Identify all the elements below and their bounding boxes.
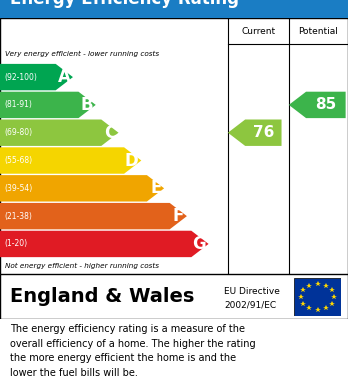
- Text: (39-54): (39-54): [4, 184, 32, 193]
- Text: Not energy efficient - higher running costs: Not energy efficient - higher running co…: [5, 263, 159, 269]
- Text: (21-38): (21-38): [4, 212, 32, 221]
- Text: 2002/91/EC: 2002/91/EC: [224, 301, 277, 310]
- Text: England & Wales: England & Wales: [10, 287, 195, 307]
- Text: D: D: [125, 152, 139, 170]
- Polygon shape: [0, 92, 96, 118]
- Text: (1-20): (1-20): [4, 239, 27, 248]
- Text: F: F: [173, 207, 184, 225]
- Text: 85: 85: [315, 97, 337, 112]
- Text: B: B: [80, 96, 93, 114]
- Text: (55-68): (55-68): [4, 156, 32, 165]
- Polygon shape: [0, 203, 187, 230]
- Text: Very energy efficient - lower running costs: Very energy efficient - lower running co…: [5, 50, 159, 57]
- Text: Current: Current: [241, 27, 276, 36]
- Text: EU Directive: EU Directive: [224, 287, 280, 296]
- Text: (69-80): (69-80): [4, 128, 32, 137]
- Text: (92-100): (92-100): [4, 73, 37, 82]
- Polygon shape: [0, 64, 73, 90]
- Polygon shape: [0, 175, 164, 201]
- Polygon shape: [0, 120, 119, 146]
- Text: G: G: [192, 235, 206, 253]
- Polygon shape: [0, 231, 208, 257]
- Text: Energy Efficiency Rating: Energy Efficiency Rating: [10, 0, 239, 9]
- Polygon shape: [289, 92, 346, 118]
- Text: C: C: [104, 124, 116, 142]
- Text: (81-91): (81-91): [4, 100, 32, 109]
- Text: Potential: Potential: [299, 27, 338, 36]
- Text: The energy efficiency rating is a measure of the
overall efficiency of a home. T: The energy efficiency rating is a measur…: [10, 325, 256, 378]
- Polygon shape: [0, 147, 141, 174]
- Text: 76: 76: [253, 125, 274, 140]
- Text: E: E: [150, 179, 161, 197]
- Polygon shape: [228, 120, 282, 146]
- Text: A: A: [57, 68, 70, 86]
